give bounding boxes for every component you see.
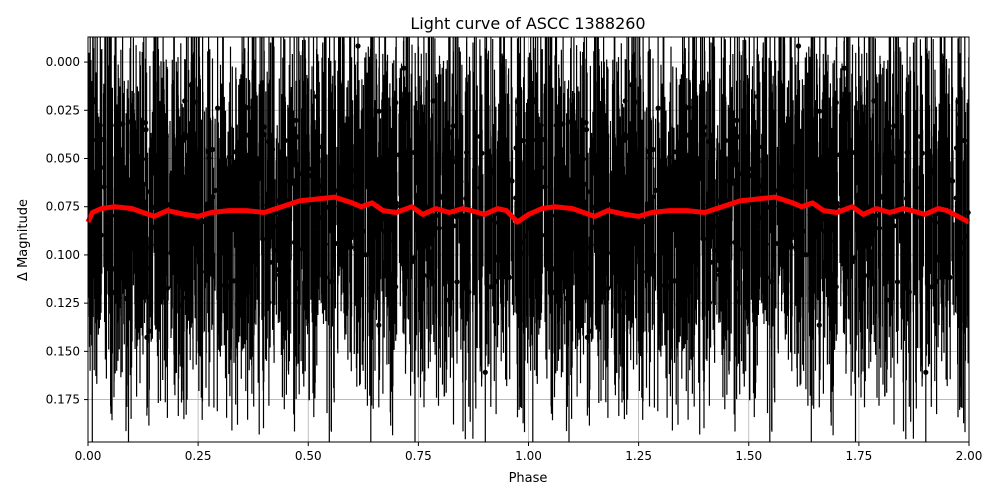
y-tick-label: 0.150: [46, 344, 80, 358]
y-tick-label: 0.075: [46, 200, 80, 214]
y-tick-label: 0.050: [46, 152, 80, 166]
y-tick-label: 0.125: [46, 296, 80, 310]
y-axis-ticks: 0.000 0.025 0.050 0.075 0.100 0.125 0.150 0.175: [46, 55, 88, 407]
x-tick-label: 2.00: [956, 449, 983, 463]
plot-area: [85, 36, 971, 443]
x-tick-label: 0.25: [185, 449, 212, 463]
x-axis-label: Phase: [509, 471, 548, 486]
x-tick-label: 0.00: [75, 449, 102, 463]
x-tick-label: 0.75: [405, 449, 432, 463]
binned-curve-line: [85, 194, 971, 225]
x-tick-label: 1.25: [625, 449, 652, 463]
x-tick-label: 0.50: [295, 449, 322, 463]
y-tick-label: 0.100: [46, 248, 80, 262]
x-axis-ticks: 0.00 0.25 0.50 0.75 1.00 1.25 1.50 1.75 2.00: [75, 442, 983, 463]
x-tick-label: 1.00: [515, 449, 542, 463]
y-tick-label: 0.025: [46, 103, 80, 117]
y-axis-label: Δ Magnitude: [16, 199, 31, 281]
y-tick-label: 0.000: [46, 55, 80, 69]
y-tick-label: 0.175: [46, 393, 80, 407]
x-tick-label: 1.50: [735, 449, 762, 463]
x-tick-label: 1.75: [846, 449, 873, 463]
chart-title: Light curve of ASCC 1388260: [410, 14, 645, 33]
